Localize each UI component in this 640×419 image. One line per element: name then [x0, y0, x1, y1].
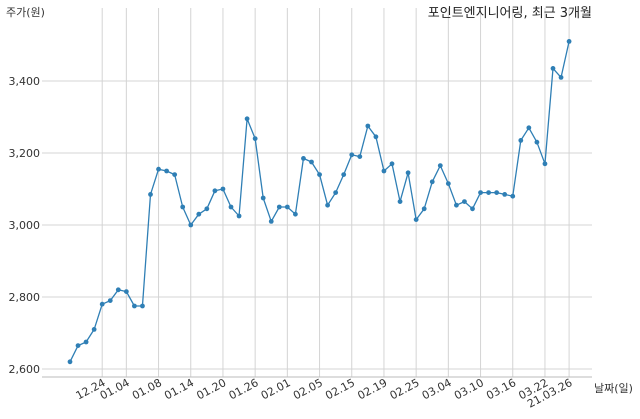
data-point: [83, 339, 89, 345]
data-point: [140, 303, 145, 309]
data-point: [309, 159, 314, 165]
data-point: [236, 213, 242, 219]
y-tick-label: 3,000: [9, 219, 41, 232]
x-tick-label: 02.19: [355, 376, 389, 402]
x-tick-label: 02.15: [323, 376, 357, 402]
data-point: [180, 204, 186, 210]
data-point: [293, 211, 298, 217]
data-point: [542, 161, 548, 167]
data-point: [510, 193, 516, 199]
data-point: [325, 202, 330, 208]
data-point: [333, 190, 339, 196]
data-point: [91, 327, 97, 332]
x-tick-label: 01.14: [162, 376, 196, 402]
data-point: [228, 204, 234, 210]
data-point: [301, 156, 306, 161]
x-tick-labels: 12.2401.0401.0801.1401.2001.2602.0102.05…: [74, 376, 575, 410]
data-point: [470, 206, 475, 212]
data-point: [204, 206, 210, 212]
data-point: [445, 181, 451, 187]
data-point: [132, 303, 137, 309]
data-point: [413, 217, 419, 223]
x-tick-label: 03.16: [484, 376, 518, 402]
data-point: [486, 190, 491, 196]
data-point: [550, 66, 556, 71]
data-point: [99, 301, 105, 307]
data-point: [518, 138, 524, 143]
data-point: [164, 168, 170, 174]
data-point: [373, 134, 379, 140]
y-tick-labels: 2,600 2,800 3,000 3,200 3,400: [9, 75, 41, 376]
plot-area: [67, 39, 572, 365]
y-tick-label: 3,400: [9, 75, 41, 88]
data-point: [244, 116, 250, 122]
data-point: [284, 204, 290, 210]
data-point: [341, 172, 347, 178]
data-point: [107, 298, 113, 303]
data-point: [276, 204, 282, 210]
x-tick-label: 02.01: [259, 376, 293, 402]
x-axis-label: 날짜(일): [594, 381, 633, 395]
data-point: [349, 152, 355, 158]
data-point: [437, 163, 443, 169]
data-point: [534, 139, 540, 145]
x-tick-label: 01.20: [194, 376, 228, 402]
data-point: [196, 211, 202, 217]
grid-lines: [42, 8, 592, 377]
x-tick-label: 03.10: [452, 376, 486, 402]
data-point: [558, 75, 564, 80]
data-point: [397, 199, 403, 205]
data-point: [123, 289, 129, 294]
data-point: [220, 186, 226, 192]
chart-title: 포인트엔지니어링, 최근 3개월: [428, 6, 592, 21]
data-point: [156, 166, 161, 172]
data-point: [429, 179, 435, 185]
data-point: [252, 136, 258, 142]
data-point: [212, 188, 218, 194]
data-point: [454, 202, 459, 208]
x-tick-label: 01.26: [227, 376, 261, 402]
data-point: [357, 154, 363, 160]
data-point: [188, 222, 194, 228]
data-point: [421, 206, 427, 212]
data-point: [75, 343, 81, 348]
y-tick-label: 2,600: [9, 363, 41, 376]
data-point: [317, 172, 322, 178]
x-tick-label: 02.05: [291, 376, 325, 402]
data-point: [462, 199, 467, 205]
data-point: [389, 161, 395, 167]
data-point: [405, 170, 411, 176]
data-point: [172, 172, 178, 178]
data-point: [566, 39, 572, 44]
data-point: [268, 219, 274, 224]
data-point: [260, 195, 266, 201]
y-tick-label: 2,800: [9, 291, 41, 304]
x-tick-label: 03.04: [420, 376, 454, 402]
y-axis-label: 주가(원): [6, 6, 45, 19]
data-point: [502, 192, 508, 197]
data-point: [381, 168, 387, 174]
x-tick-label: 02.25: [388, 376, 422, 402]
data-point: [365, 123, 371, 129]
data-point: [115, 287, 121, 293]
y-tick-label: 3,200: [9, 147, 41, 160]
data-point: [67, 359, 73, 365]
data-point: [148, 192, 153, 197]
x-tick-label: 01.08: [130, 376, 164, 402]
data-point: [478, 190, 483, 196]
data-point: [526, 125, 532, 131]
data-point: [494, 190, 500, 196]
